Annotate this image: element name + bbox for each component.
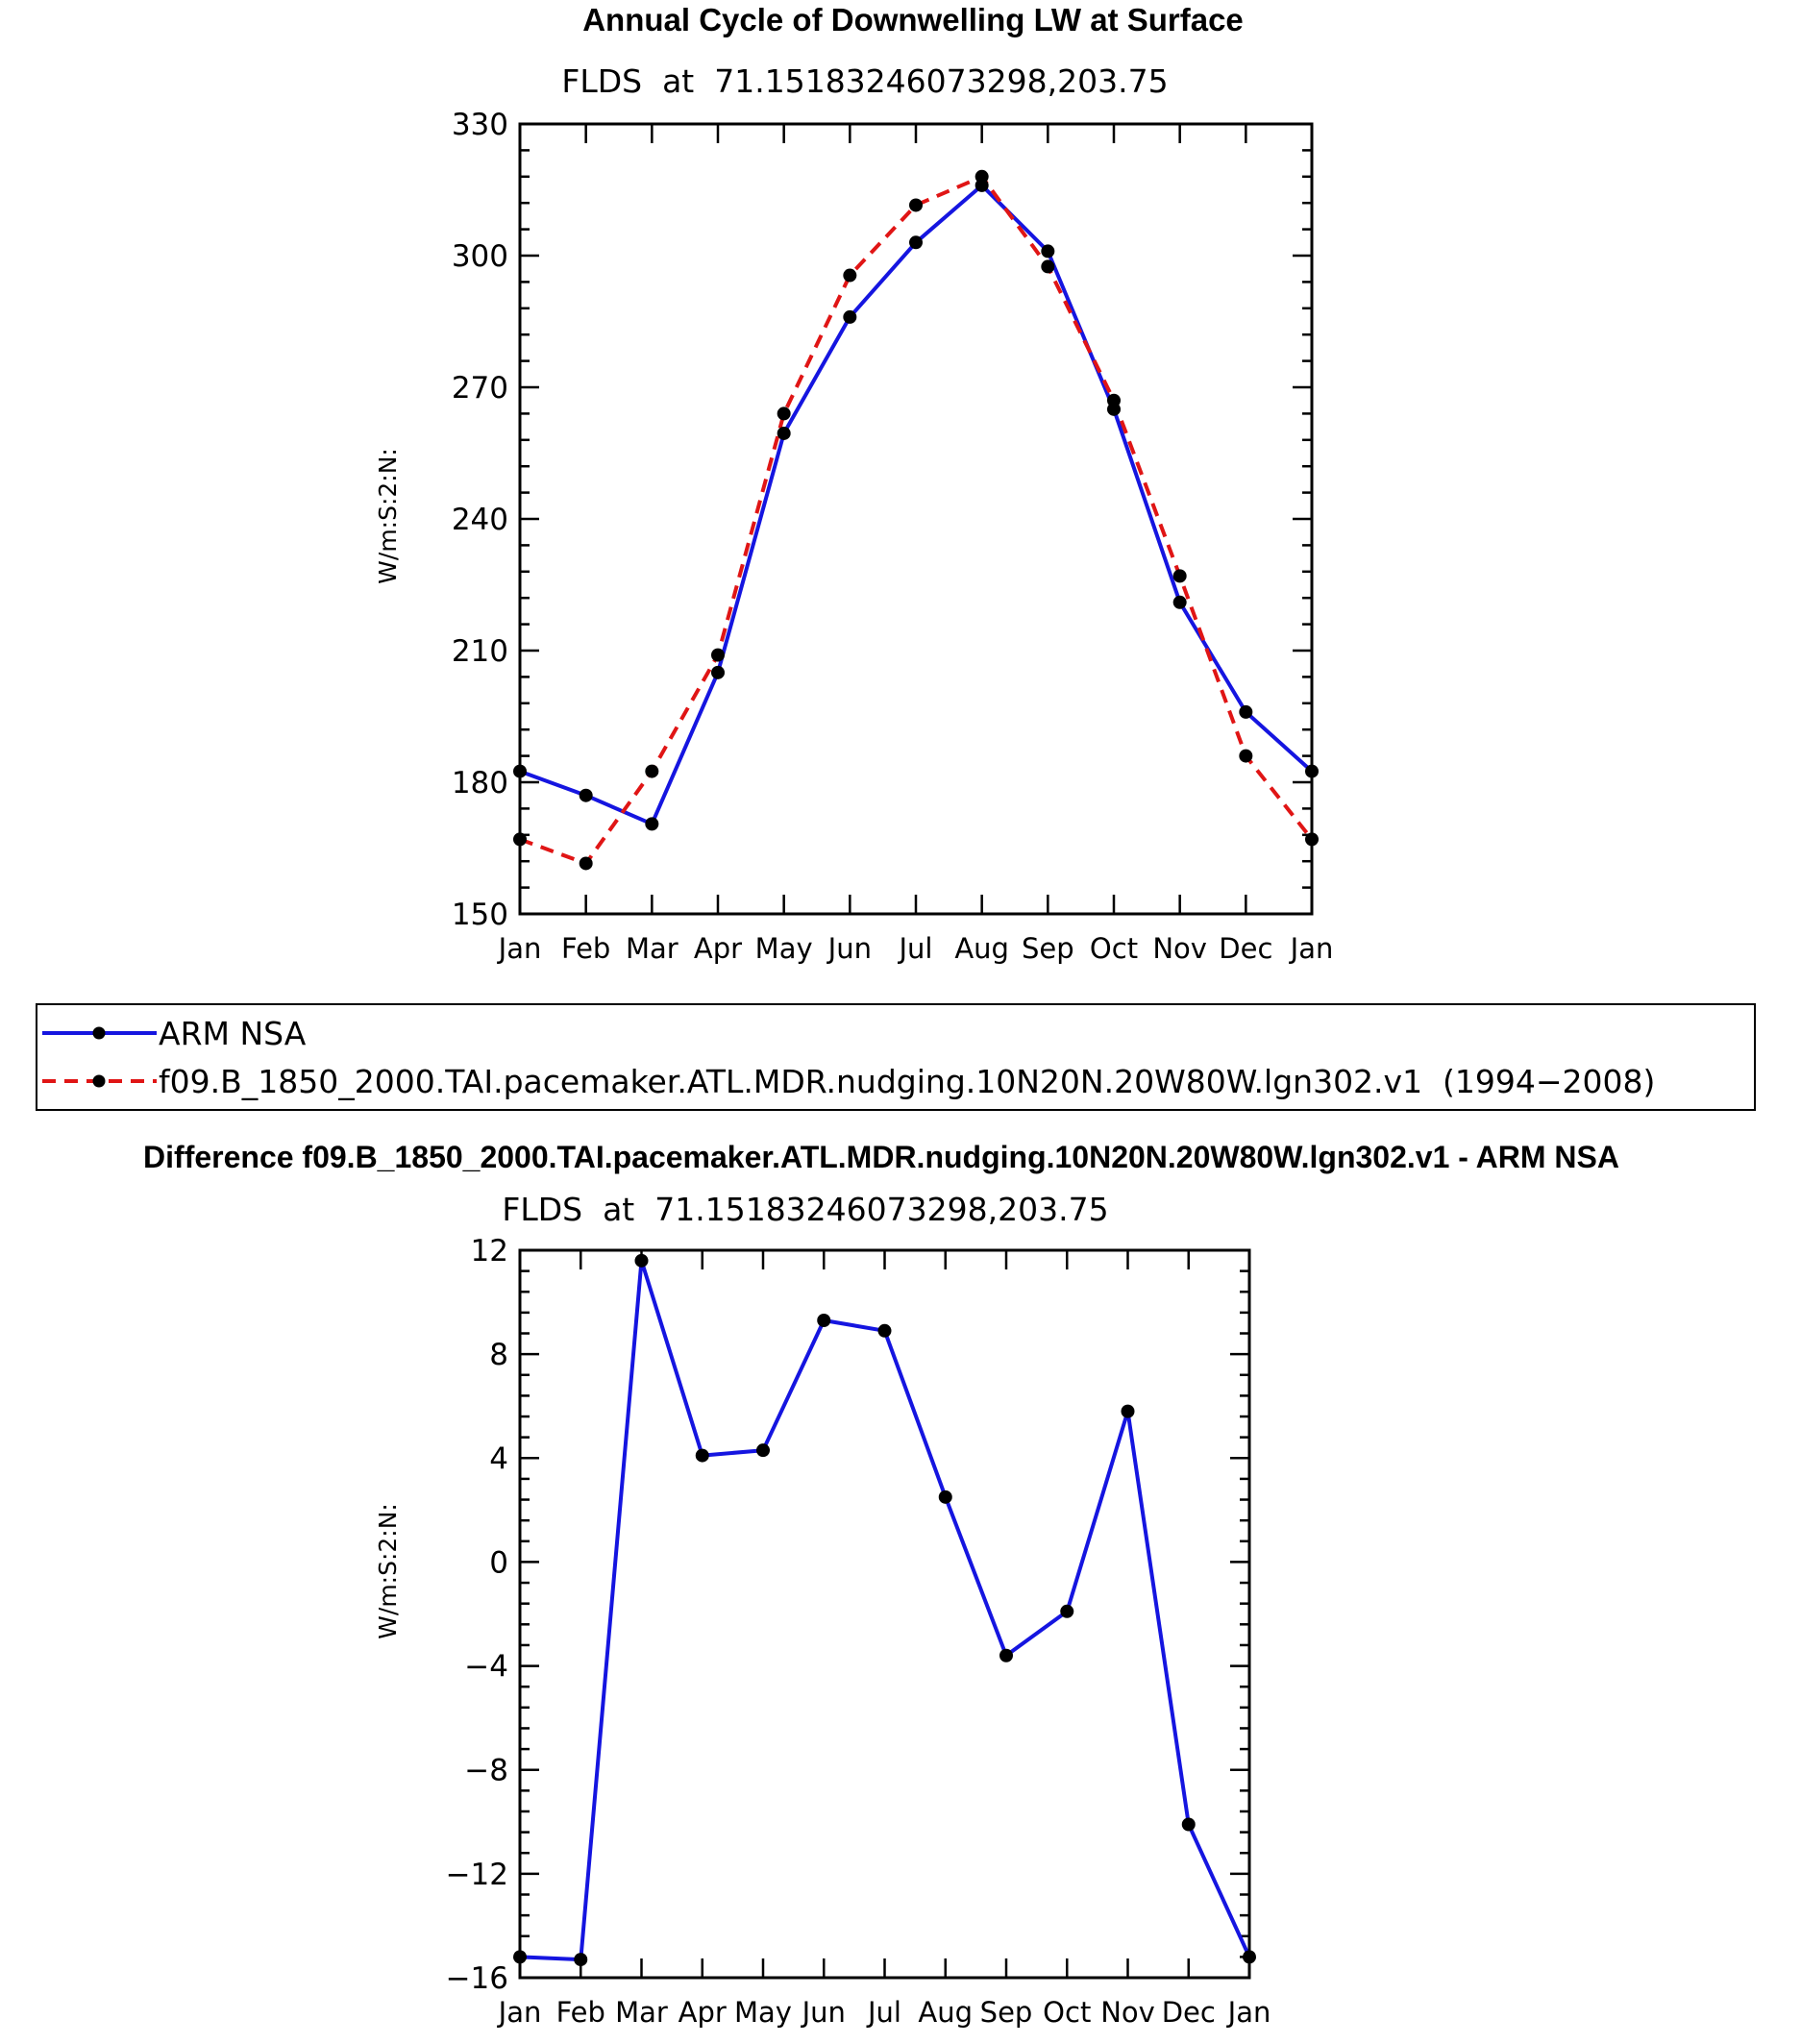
top-ytick-label: 180: [452, 766, 508, 800]
bottom-xtick-label: Jan: [1226, 1996, 1271, 2029]
top-series-0-point: [513, 764, 527, 778]
bottom-ytick-label: −4: [464, 1650, 508, 1685]
top-series-1-point: [777, 406, 791, 421]
top-series-0-point: [711, 665, 725, 679]
top-xtick-label: Jul: [898, 932, 933, 965]
bottom-xtick-label: Mar: [615, 1996, 668, 2029]
top-series-1-point: [843, 268, 857, 283]
bottom-xtick-label: Apr: [678, 1996, 727, 2029]
top-series-0-point: [1239, 704, 1253, 719]
legend: ARM NSA f09.B_1850_2000.TAI.pacemaker.AT…: [36, 1003, 1756, 1111]
top-ytick-label: 210: [452, 634, 508, 669]
top-series-1-point: [579, 856, 593, 871]
top-series-0-point: [843, 309, 857, 324]
bottom-ytick-label: 4: [489, 1441, 508, 1476]
bottom-series-0-point: [1060, 1604, 1074, 1618]
top-series-1-point: [513, 832, 527, 847]
top-xtick-label: Mar: [626, 932, 678, 965]
top-chart-title: Annual Cycle of Downwelling LW at Surfac…: [582, 2, 1244, 37]
top-series-1-point: [1239, 749, 1253, 763]
bottom-xtick-label: Jul: [866, 1996, 901, 2029]
top-series-0-point: [909, 235, 923, 250]
bottom-xtick-label: Oct: [1043, 1996, 1091, 2029]
top-series-0-point: [1041, 244, 1055, 259]
bottom-xtick-label: Sep: [980, 1996, 1033, 2029]
legend-box: [36, 1003, 1756, 1111]
bottom-series-line-0: [519, 1258, 1251, 1962]
bottom-ytick-label: −16: [446, 1961, 508, 1996]
top-xtick-label: Jan: [497, 932, 542, 965]
bottom-frame: [518, 1248, 1251, 1980]
bottom-series-0-point: [634, 1253, 649, 1268]
bottom-series-0-point: [938, 1490, 952, 1504]
bottom-xtick-label: Aug: [918, 1996, 973, 2029]
top-series-line-0: [519, 183, 1314, 826]
bottom-ytick-label: 8: [489, 1338, 508, 1372]
top-series-1-point: [1305, 832, 1319, 847]
top-series-1-point: [711, 648, 725, 662]
bottom-series-0-point: [999, 1648, 1013, 1662]
top-chart-ylabel: W/m:S:2:N:: [374, 448, 402, 584]
top-xtick-label: Feb: [561, 932, 610, 965]
bottom-series-0-point: [756, 1443, 770, 1458]
bottom-xtick-label: Nov: [1100, 1996, 1155, 2029]
top-xtick-label: Oct: [1090, 932, 1138, 965]
top-xtick-label: Sep: [1022, 932, 1074, 965]
top-ytick-label: 150: [452, 898, 508, 932]
bottom-xtick-label: Jan: [497, 1996, 542, 2029]
top-series-0-point: [645, 817, 659, 831]
bottom-chart-subtitle: FLDS at 71.15183246073298,203.75: [502, 1191, 1108, 1228]
top-series-0-point: [1172, 595, 1187, 609]
bottom-xtick-label: May: [734, 1996, 792, 2029]
legend-label-model: f09.B_1850_2000.TAI.pacemaker.ATL.MDR.nu…: [159, 1063, 1655, 1100]
bottom-ytick-label: −8: [464, 1754, 508, 1788]
top-xtick-label: Apr: [694, 932, 742, 965]
top-ytick-label: 300: [452, 239, 508, 274]
bottom-series-0-point: [877, 1323, 892, 1338]
top-series-0-point: [1305, 764, 1319, 778]
top-series-1-point: [1107, 393, 1121, 407]
top-xtick-label: Nov: [1152, 932, 1207, 965]
bottom-series-0-point: [695, 1448, 709, 1463]
bottom-ytick-label: 0: [489, 1545, 508, 1580]
top-ytick-label: 240: [452, 503, 508, 537]
top-ytick-label: 330: [452, 108, 508, 142]
bottom-series-0-point: [1121, 1404, 1135, 1418]
top-series-1-point: [909, 198, 923, 212]
bottom-chart-title: Difference f09.B_1850_2000.TAI.pacemaker…: [143, 1140, 1619, 1174]
bottom-series-0-point: [513, 1950, 527, 1964]
bottom-series-0-point: [817, 1313, 831, 1327]
top-series-1-point: [975, 169, 989, 184]
top-xtick-label: May: [755, 932, 813, 965]
top-series-1-point: [645, 764, 659, 778]
bottom-series-0-point: [1181, 1817, 1196, 1832]
legend-marker-model: [92, 1074, 106, 1088]
top-series-0-point: [777, 426, 791, 440]
top-series-1-point: [1172, 569, 1187, 583]
top-ytick-label: 270: [452, 371, 508, 406]
top-series-0-point: [579, 788, 593, 802]
top-xtick-label: Jun: [826, 932, 872, 965]
legend-label-arm-nsa: ARM NSA: [159, 1015, 307, 1052]
top-series-line-1: [519, 174, 1314, 866]
bottom-xtick-label: Jun: [801, 1996, 846, 2029]
bottom-ytick-label: 12: [471, 1234, 508, 1268]
bottom-series-0-point: [1243, 1950, 1256, 1964]
top-xtick-label: Aug: [954, 932, 1009, 965]
bottom-xtick-label: Dec: [1162, 1996, 1216, 2029]
legend-marker-arm-nsa: [92, 1026, 106, 1040]
bottom-series-0-point: [574, 1953, 588, 1967]
bottom-chart-ylabel: W/m:S:2:N:: [374, 1503, 402, 1639]
bottom-xtick-label: Feb: [556, 1996, 605, 2029]
bottom-ytick-label: −12: [446, 1858, 508, 1892]
top-xtick-label: Jan: [1289, 932, 1334, 965]
top-series-1-point: [1041, 259, 1055, 274]
top-chart-subtitle: FLDS at 71.15183246073298,203.75: [561, 62, 1168, 100]
top-xtick-label: Dec: [1219, 932, 1272, 965]
